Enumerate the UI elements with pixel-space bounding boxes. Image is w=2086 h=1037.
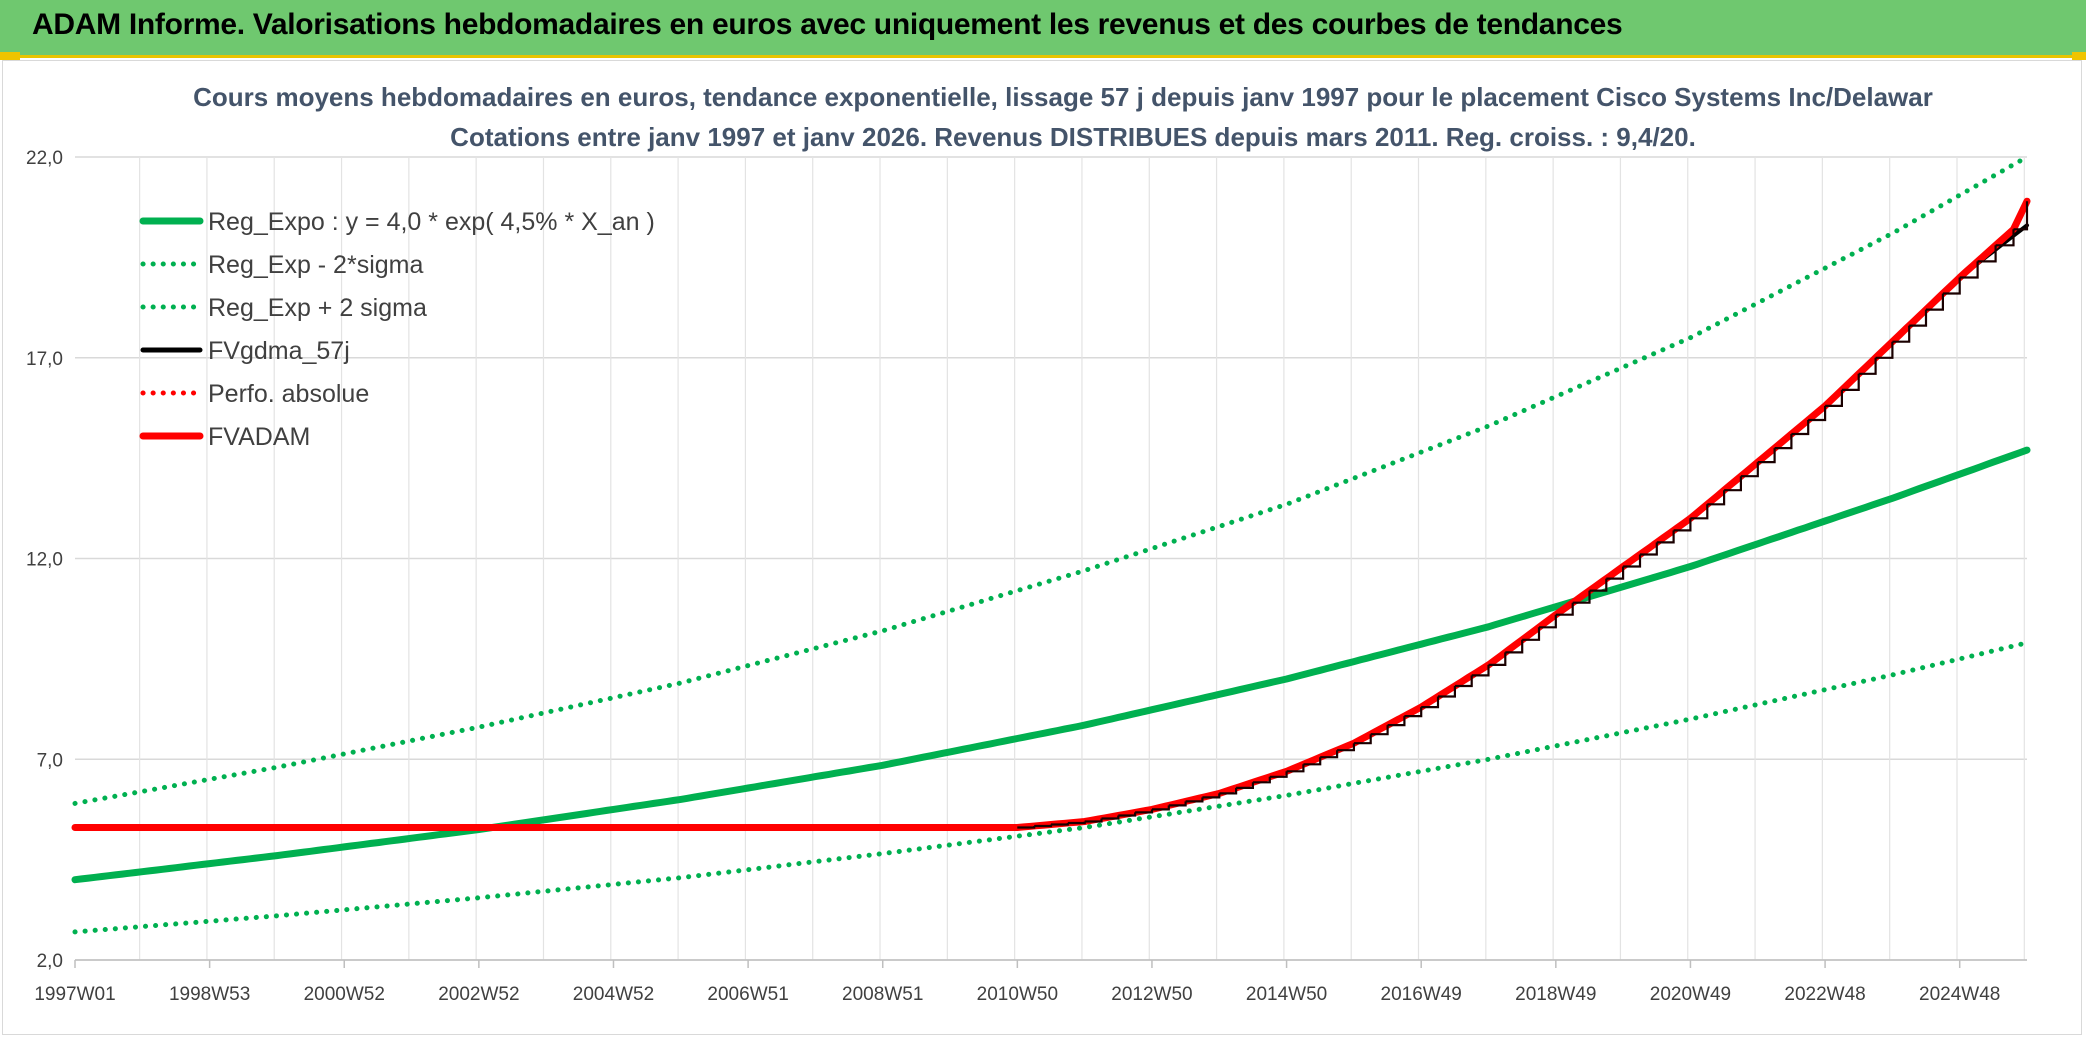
header-bar: ADAM Informe. Valorisations hebdomadaire… <box>0 0 2086 58</box>
x-tick-label: 2004W52 <box>573 984 654 1005</box>
chart-subtitle: Cotations entre janv 1997 et janv 2026. … <box>450 122 1696 152</box>
x-tick-label: 2010W50 <box>977 984 1058 1005</box>
x-tick-label: 2008W51 <box>842 984 923 1005</box>
y-tick-label: 7,0 <box>37 750 63 771</box>
x-tick-label: 1997W01 <box>34 984 115 1005</box>
x-tick-label: 2022W48 <box>1784 984 1865 1005</box>
y-tick-label: 17,0 <box>26 349 63 370</box>
x-tick-label: 2000W52 <box>304 984 385 1005</box>
x-tick-label: 2002W52 <box>438 984 519 1005</box>
series-line-2 <box>72 154 2030 806</box>
chart-area: Cours moyens hebdomadaires en euros, ten… <box>2 60 2082 1035</box>
page-title: ADAM Informe. Valorisations hebdomadaire… <box>32 8 1623 41</box>
axis-layer: 2,0 7,0 12,0 17,0 22,0 1997W01 1998W53 2000W52 2… <box>26 148 2027 1005</box>
legend-label: Perfo. absolue <box>208 380 369 408</box>
corner-accent-left <box>0 52 20 60</box>
legend-label: Reg_Expo : y = 4,0 * exp( 4,5% * X_an ) <box>208 208 655 236</box>
x-tick-label: 2012W50 <box>1111 984 1192 1005</box>
series-line-3 <box>1015 223 2029 830</box>
legend-label: FVgdma_57j <box>208 337 350 365</box>
x-tick-label: 2016W49 <box>1381 984 1462 1005</box>
corner-accent-right <box>2072 52 2086 60</box>
x-tick-label: 2018W49 <box>1515 984 1596 1005</box>
x-tick-label: 2014W50 <box>1246 984 1327 1005</box>
y-tick-label: 22,0 <box>26 148 63 169</box>
x-tick-label: 2006W51 <box>707 984 788 1005</box>
x-tick-label: 1998W53 <box>169 984 250 1005</box>
series-layer <box>71 154 2031 935</box>
y-tick-label: 12,0 <box>26 550 63 571</box>
series-line-0 <box>71 446 2031 884</box>
legend-label: FVADAM <box>208 423 310 451</box>
series-steps-5 <box>1017 201 2029 829</box>
x-tick-label: 2020W49 <box>1650 984 1731 1005</box>
line-chart: Cours moyens hebdomadaires en euros, ten… <box>26 82 2031 1005</box>
chart-title: Cours moyens hebdomadaires en euros, ten… <box>193 82 1933 112</box>
chart-legend: Reg_Expo : y = 4,0 * exp( 4,5% * X_an ) R… <box>139 208 655 451</box>
legend-label: Reg_Exp - 2*sigma <box>208 251 423 279</box>
series-line-1 <box>72 640 2030 935</box>
legend-label: Reg_Exp + 2 sigma <box>208 294 427 322</box>
x-tick-label: 2024W48 <box>1919 984 2000 1005</box>
y-tick-label: 2,0 <box>37 951 63 972</box>
